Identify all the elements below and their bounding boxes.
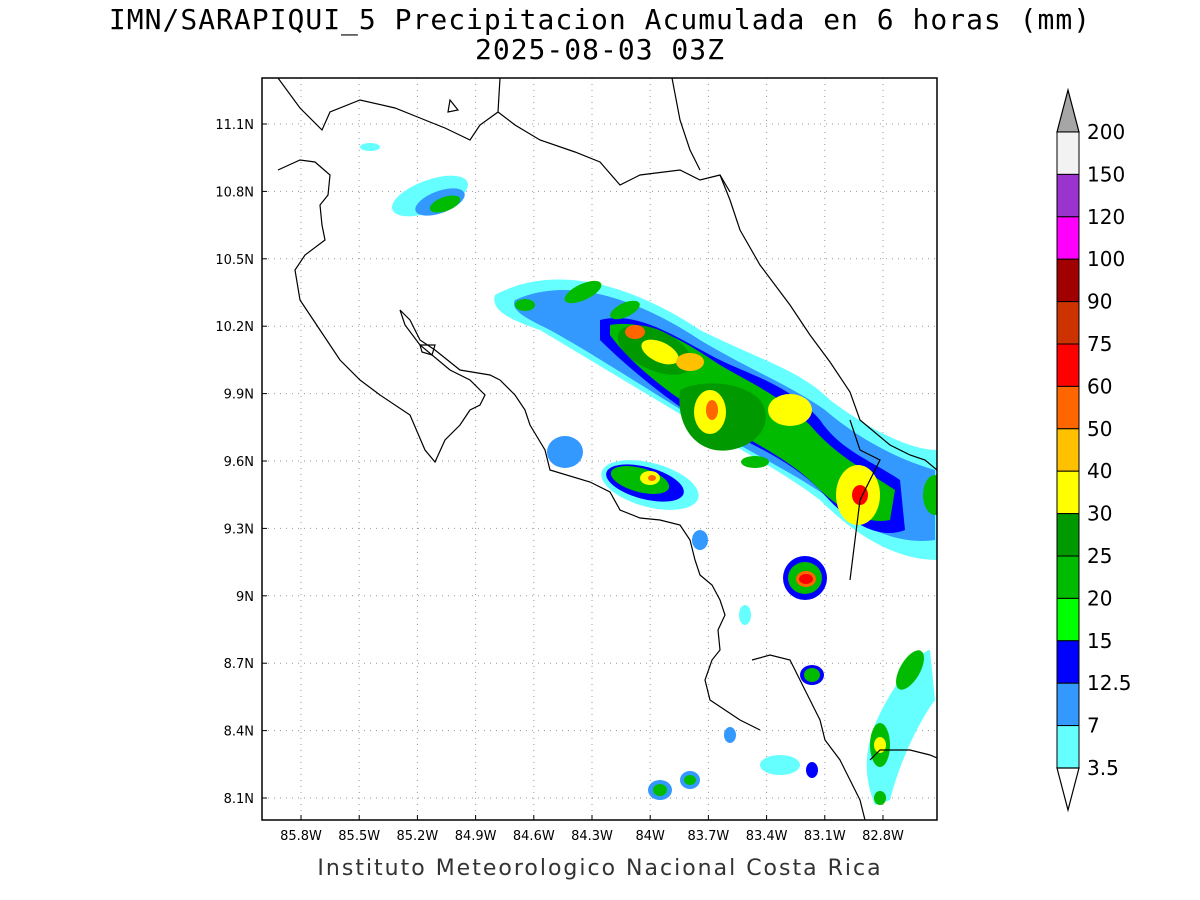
- map-grid: [262, 78, 937, 820]
- lat-tick-label: 10.5N: [215, 253, 254, 268]
- colorbar-level-label: 150: [1087, 162, 1125, 186]
- colorbar-swatch: [1056, 131, 1080, 175]
- lon-tick-labels: 85.8W 85.5W 85.2W 84.9W 84.6W 84.3W 84W 83.7W 83…: [280, 829, 904, 844]
- coastlines: [277, 78, 937, 820]
- colorbar-swatch: [1056, 385, 1080, 430]
- colorbar-level-label: 90: [1087, 290, 1112, 314]
- map-title: IMN/SARAPIQUI_5 Precipitacion Acumulada …: [108, 3, 1092, 36]
- lon-tick-label: 85.5W: [338, 829, 380, 844]
- lon-tick-label: 83.7W: [687, 829, 729, 844]
- lon-tick-label: 84.3W: [571, 829, 613, 844]
- colorbar-top-arrow: [1056, 87, 1080, 133]
- colorbar-level-label: 120: [1087, 205, 1125, 229]
- credit-text: Instituto Meteorologico Nacional Costa R…: [317, 856, 883, 881]
- lat-tick-label: 11.1N: [215, 118, 254, 133]
- colorbar-swatch: [1056, 428, 1080, 472]
- colorbar-level-label: 40: [1087, 459, 1112, 483]
- colorbar-level-label: 60: [1087, 374, 1112, 398]
- lat-tick-label: 8.7N: [224, 657, 254, 672]
- colorbar-swatch: [1056, 513, 1080, 557]
- lat-tick-label: 9N: [236, 590, 254, 605]
- lon-tick-label: 85.2W: [396, 829, 438, 844]
- lon-tick-label: 84.6W: [513, 829, 555, 844]
- lon-tick-label: 83.4W: [746, 829, 788, 844]
- lat-tick-label: 9.9N: [224, 388, 254, 403]
- colorbar-level-label: 20: [1087, 586, 1112, 610]
- lat-tick-label: 8.1N: [224, 792, 254, 807]
- colorbar-swatch: [1056, 682, 1080, 727]
- colorbar-level-label: 25: [1087, 544, 1112, 568]
- colorbar: 200 150 120 100 90 75 60 50 40 30 25 20 15 12.5 7 3.5: [1056, 87, 1132, 813]
- lon-tick-label: 82.8W: [862, 829, 904, 844]
- colorbar-level-label: 50: [1087, 417, 1112, 441]
- colorbar-level-label: 15: [1087, 629, 1112, 653]
- precip-layer: [360, 143, 937, 805]
- colorbar-level-label: 200: [1087, 120, 1125, 144]
- colorbar-swatch: [1056, 301, 1080, 345]
- lon-tick-label: 85.8W: [280, 829, 322, 844]
- lon-tick-label: 83.1W: [804, 829, 846, 844]
- lat-tick-label: 10.8N: [215, 185, 254, 200]
- colorbar-level-label: 30: [1087, 502, 1112, 526]
- colorbar-swatch: [1056, 343, 1080, 387]
- colorbar-swatch: [1056, 216, 1080, 260]
- colorbar-swatch: [1056, 640, 1080, 684]
- lat-tick-label: 10.2N: [215, 320, 254, 335]
- map-frame: [261, 77, 938, 821]
- colorbar-swatch: [1056, 470, 1080, 515]
- colorbar-level-label: 75: [1087, 332, 1112, 356]
- colorbar-level-label: 7: [1087, 714, 1100, 738]
- lat-tick-label: 8.4N: [224, 725, 254, 740]
- colorbar-swatch: [1056, 555, 1080, 599]
- colorbar-level-label: 100: [1087, 247, 1125, 271]
- lat-tick-labels: 11.1N 10.8N 10.5N 10.2N 9.9N 9.6N 9.3N 9N 8.7N 8.…: [215, 118, 254, 807]
- lat-tick-label: 9.6N: [224, 455, 254, 470]
- lon-tick-label: 84.9W: [455, 829, 497, 844]
- colorbar-level-label: 12.5: [1087, 671, 1132, 695]
- colorbar-level-label: 3.5: [1087, 756, 1119, 780]
- colorbar-swatch: [1056, 725, 1080, 769]
- colorbar-swatch: [1056, 258, 1080, 303]
- lat-tick-label: 9.3N: [224, 522, 254, 537]
- lon-tick-label: 84W: [635, 829, 665, 844]
- colorbar-swatch: [1056, 597, 1080, 642]
- map-subtitle: 2025-08-03 03Z: [474, 33, 725, 66]
- colorbar-bottom-arrow: [1056, 767, 1080, 813]
- colorbar-swatch: [1056, 173, 1080, 218]
